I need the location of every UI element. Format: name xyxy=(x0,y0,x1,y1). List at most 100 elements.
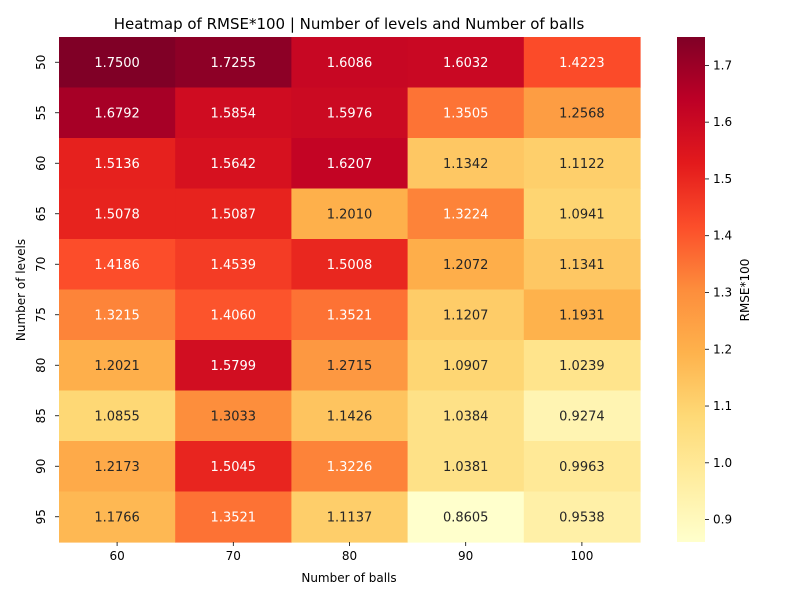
heatmap-cell xyxy=(407,340,525,392)
heatmap-cell xyxy=(523,138,641,190)
cell-value-label: 1.2173 xyxy=(94,460,140,475)
y-axis-ticks: 50 55 60 65 70 75 80 85 90 95 xyxy=(34,55,59,524)
colorbar-tick-label: 1.2 xyxy=(713,342,732,356)
heatmap-cell xyxy=(59,289,176,341)
heatmap-cell xyxy=(175,138,292,190)
heatmap-cell xyxy=(291,37,409,89)
heatmap-cell xyxy=(523,289,641,341)
cell-value-label: 1.4223 xyxy=(559,56,605,71)
cell-value-label: 0.9538 xyxy=(559,510,605,525)
heatmap-cells: 1.7500 1.7255 1.6086 1.6032 1.4223 1.6792 1.58… xyxy=(59,37,641,543)
cell-value-label: 1.2021 xyxy=(94,359,140,374)
colorbar-tick-label: 1.1 xyxy=(713,399,732,413)
cell-value-label: 1.5854 xyxy=(211,106,257,121)
y-tick-label: 95 xyxy=(34,509,48,524)
heatmap-cell xyxy=(407,289,525,341)
cell-value-label: 1.0941 xyxy=(559,207,605,222)
heatmap-cell xyxy=(291,441,409,493)
y-axis-label: Number of levels xyxy=(14,239,28,341)
heatmap-cell xyxy=(407,441,525,493)
colorbar-label: RMSE*100 xyxy=(738,259,752,322)
x-tick-label: 80 xyxy=(342,549,357,563)
colorbar-tick-label: 1.6 xyxy=(713,115,732,129)
heatmap-cell xyxy=(291,138,409,190)
heatmap-cell xyxy=(59,340,176,392)
cell-value-label: 1.1122 xyxy=(559,157,605,172)
cell-value-label: 1.1931 xyxy=(559,308,605,323)
heatmap-cell xyxy=(175,390,292,442)
heatmap-cell xyxy=(523,441,641,493)
heatmap-cell xyxy=(175,289,292,341)
cell-value-label: 1.6792 xyxy=(94,106,140,121)
colorbar xyxy=(677,37,705,542)
heatmap-cell xyxy=(59,390,176,442)
x-tick-label: 60 xyxy=(109,549,124,563)
cell-value-label: 1.0907 xyxy=(443,359,489,374)
cell-value-label: 1.2072 xyxy=(443,258,489,273)
heatmap-cell xyxy=(407,491,525,543)
cell-value-label: 1.7500 xyxy=(94,56,140,71)
heatmap-cell xyxy=(407,188,525,240)
cell-value-label: 1.5976 xyxy=(327,106,373,121)
heatmap-cell xyxy=(407,138,525,190)
heatmap-cell xyxy=(291,188,409,240)
cell-value-label: 0.9963 xyxy=(559,460,605,475)
cell-value-label: 1.0381 xyxy=(443,460,489,475)
heatmap-cell xyxy=(59,491,176,543)
cell-value-label: 1.2010 xyxy=(327,207,373,222)
heatmap-cell xyxy=(291,289,409,341)
x-tick-label: 100 xyxy=(570,549,593,563)
colorbar-tick-label: 1.7 xyxy=(713,58,732,72)
heatmap-cell xyxy=(59,37,176,89)
heatmap-cell xyxy=(523,390,641,442)
cell-value-label: 1.1342 xyxy=(443,157,489,172)
cell-value-label: 1.1766 xyxy=(94,510,140,525)
cell-value-label: 1.3224 xyxy=(443,207,489,222)
y-tick-label: 60 xyxy=(34,156,48,171)
cell-value-label: 1.0384 xyxy=(443,409,489,424)
cell-value-label: 1.3215 xyxy=(94,308,140,323)
cell-value-label: 1.4539 xyxy=(211,258,257,273)
cell-value-label: 1.5087 xyxy=(211,207,257,222)
cell-value-label: 1.0855 xyxy=(94,409,140,424)
heatmap-cell xyxy=(59,239,176,291)
heatmap-cell xyxy=(175,239,292,291)
cell-value-label: 1.5799 xyxy=(211,359,257,374)
x-tick-label: 90 xyxy=(458,549,473,563)
heatmap-cell xyxy=(523,188,641,240)
cell-value-label: 1.6032 xyxy=(443,56,489,71)
cell-value-label: 1.0239 xyxy=(559,359,605,374)
heatmap-cell xyxy=(523,239,641,291)
cell-value-label: 1.5078 xyxy=(94,207,140,222)
cell-value-label: 1.3505 xyxy=(443,106,489,121)
y-tick-label: 75 xyxy=(34,307,48,322)
cell-value-label: 1.5136 xyxy=(94,157,140,172)
x-axis-label: Number of balls xyxy=(301,571,396,585)
heatmap-cell xyxy=(175,87,292,139)
y-tick-label: 90 xyxy=(34,459,48,474)
heatmap-cell xyxy=(59,138,176,190)
cell-value-label: 1.7255 xyxy=(211,56,257,71)
heatmap-cell xyxy=(59,87,176,139)
heatmap-cell xyxy=(407,37,525,89)
heatmap-cell xyxy=(291,87,409,139)
heatmap-cell xyxy=(291,239,409,291)
cell-value-label: 1.3521 xyxy=(327,308,373,323)
cell-value-label: 1.2568 xyxy=(559,106,605,121)
heatmap-cell xyxy=(407,239,525,291)
cell-value-label: 1.6207 xyxy=(327,157,373,172)
y-tick-label: 70 xyxy=(34,257,48,272)
cell-value-label: 1.1207 xyxy=(443,308,489,323)
colorbar-tick-label: 1.4 xyxy=(713,229,732,243)
cell-value-label: 1.5045 xyxy=(211,460,257,475)
heatmap-cell xyxy=(175,340,292,392)
cell-value-label: 1.3033 xyxy=(211,409,257,424)
x-axis-ticks: 60 70 80 90 100 xyxy=(109,542,593,563)
colorbar-tick-label: 1.3 xyxy=(713,285,732,299)
y-tick-label: 65 xyxy=(34,206,48,221)
y-tick-label: 50 xyxy=(34,55,48,70)
heatmap-cell xyxy=(523,37,641,89)
heatmap-cell xyxy=(59,188,176,240)
cell-value-label: 1.1137 xyxy=(327,510,373,525)
